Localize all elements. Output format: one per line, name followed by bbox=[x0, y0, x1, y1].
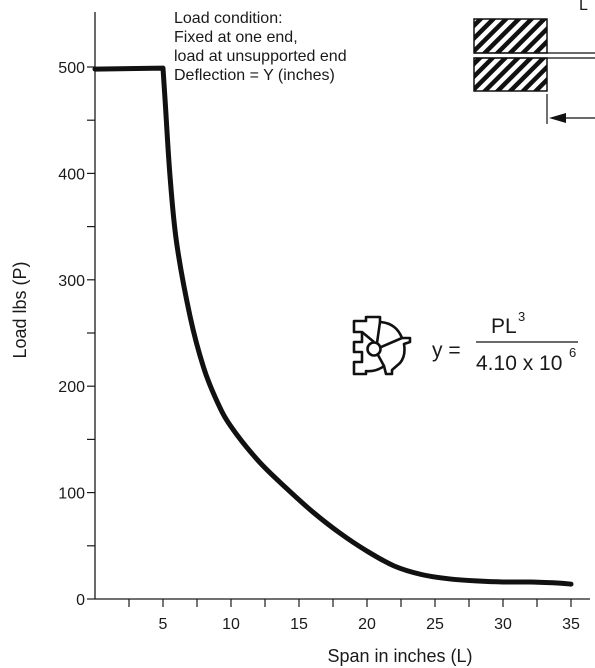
x-tick-label: 15 bbox=[290, 616, 308, 633]
load-condition-line-4: Deflection = Y (inches) bbox=[174, 67, 335, 84]
y-tick-label: 200 bbox=[58, 379, 85, 396]
formula-lhs: y = bbox=[432, 339, 461, 362]
x-tick-label: 35 bbox=[562, 616, 580, 633]
axes bbox=[94, 12, 590, 600]
span-length-label: L bbox=[579, 0, 588, 14]
x-axis-title: Span in inches (L) bbox=[327, 646, 472, 666]
y-tick-label: 400 bbox=[58, 166, 85, 183]
x-tick-label: 5 bbox=[159, 616, 168, 633]
load-condition-line-1: Load condition: bbox=[174, 10, 283, 27]
series-layer bbox=[92, 65, 574, 587]
y-axis-title: Load lbs (P) bbox=[10, 261, 30, 358]
quarter-round-profile-icon bbox=[352, 315, 412, 376]
load-condition-line-2: Fixed at one end, bbox=[174, 29, 298, 46]
x-tick-label: 20 bbox=[358, 616, 376, 633]
y-axis-ticks: 0 100 200 300 400 500 bbox=[58, 60, 95, 609]
x-tick-label: 10 bbox=[222, 616, 240, 633]
y-tick-label: 100 bbox=[58, 486, 85, 503]
formula-numerator-exponent: 3 bbox=[518, 309, 525, 324]
y-tick-label: 300 bbox=[58, 273, 85, 290]
x-tick-label: 25 bbox=[426, 616, 444, 633]
formula-numerator: PL bbox=[491, 315, 517, 338]
y-tick-label: 0 bbox=[76, 592, 85, 609]
load-condition-note: Load condition: Fixed at one end, load a… bbox=[174, 10, 347, 84]
x-tick-label: 30 bbox=[494, 616, 512, 633]
y-tick-label: 500 bbox=[58, 60, 85, 77]
formula-denominator: 4.10 x 10 bbox=[476, 352, 562, 375]
deflection-formula: y = PL 3 4.10 x 10 6 bbox=[432, 309, 578, 375]
x-axis-ticks: 5 10 15 20 25 30 35 bbox=[128, 599, 580, 633]
formula-denominator-exponent: 6 bbox=[569, 345, 576, 360]
load-condition-line-3: load at unsupported end bbox=[174, 48, 347, 65]
beam-fixed-end-diagram: L bbox=[473, 0, 595, 124]
load-curve-line bbox=[92, 65, 574, 587]
